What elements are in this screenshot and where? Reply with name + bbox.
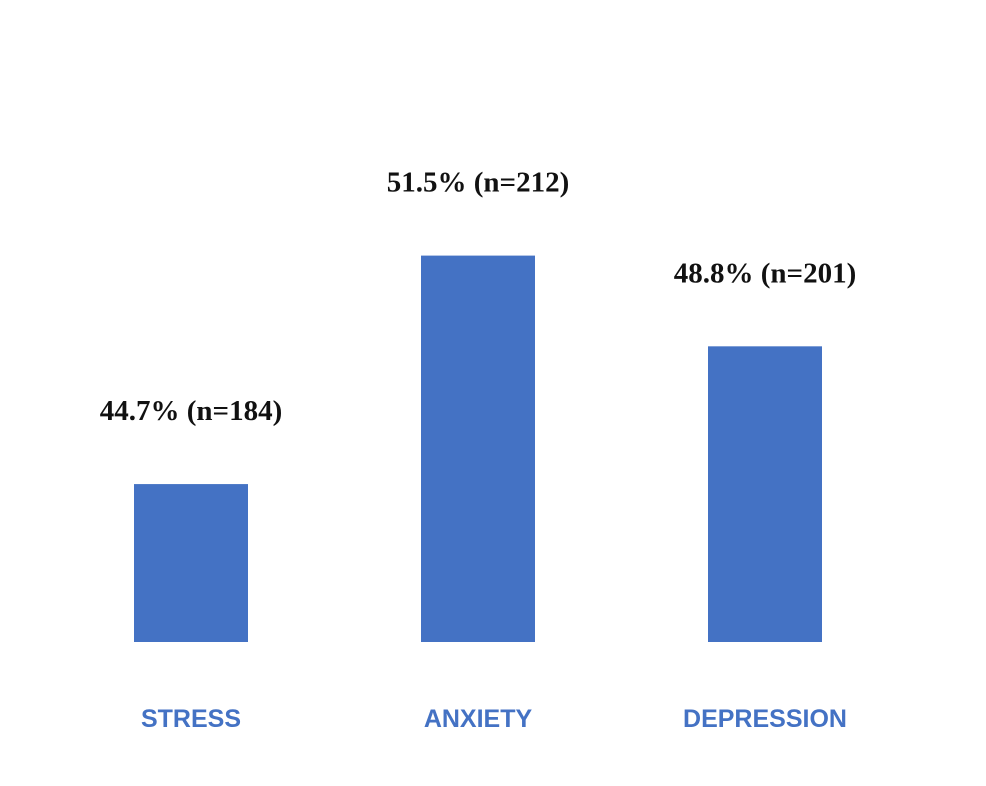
bar-stress <box>134 484 248 642</box>
data-label-stress: 44.7% (n=184) <box>100 395 282 427</box>
value-labels-group: 44.7% (n=184) 51.5% (n=212) 48.8% (n=201) <box>100 167 856 427</box>
bar-depression <box>708 346 822 642</box>
category-label-depression: DEPRESSION <box>683 705 847 733</box>
category-label-anxiety: ANXIETY <box>424 705 533 733</box>
bar-anxiety <box>421 255 535 642</box>
category-label-stress: STRESS <box>141 705 241 733</box>
data-label-anxiety: 51.5% (n=212) <box>387 167 569 199</box>
bars-group <box>134 255 822 642</box>
category-labels-group: STRESS ANXIETY DEPRESSION <box>141 705 847 733</box>
data-label-depression: 48.8% (n=201) <box>674 257 856 289</box>
